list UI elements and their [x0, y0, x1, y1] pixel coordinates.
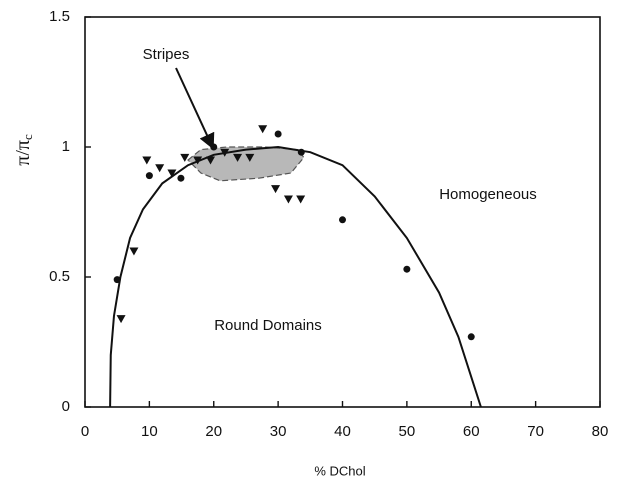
point-triangle: [116, 315, 126, 324]
point-circle: [145, 172, 153, 180]
point-triangle: [129, 247, 139, 256]
point-triangle: [167, 169, 177, 178]
annotation-arrow: [175, 67, 215, 150]
x-tick-label: 60: [463, 423, 480, 440]
x-tick-label: 40: [334, 423, 351, 440]
y-tick-label: 1.5: [49, 8, 70, 25]
point-triangle: [245, 153, 255, 162]
point-triangle: [296, 195, 306, 204]
y-tick-label: 1: [62, 138, 70, 155]
annotation: Round Domains: [214, 317, 322, 334]
x-axis-label: % DChol: [314, 463, 365, 478]
point-triangle: [155, 164, 165, 173]
annotation: Homogeneous: [439, 186, 537, 203]
x-tick-label: 30: [270, 423, 287, 440]
point-circle: [339, 216, 346, 224]
point-circle: [177, 174, 185, 182]
point-circle: [274, 130, 282, 138]
point-triangle: [283, 195, 293, 204]
point-triangle: [271, 185, 281, 194]
x-tick-label: 50: [399, 423, 416, 440]
y-tick-label: 0.5: [49, 268, 70, 285]
phase-boundary: [109, 145, 482, 408]
point-triangle: [180, 153, 190, 162]
y-axis-label-main: π/π: [12, 140, 34, 166]
point-circle: [467, 333, 475, 341]
point-triangle: [258, 125, 268, 134]
x-tick-label: 20: [205, 423, 222, 440]
x-tick-label: 0: [81, 423, 89, 440]
point-circle: [403, 265, 411, 273]
y-tick-label: 0: [62, 398, 70, 415]
point-triangle: [142, 156, 152, 165]
y-axis-label: π/πc: [12, 134, 35, 166]
plot-frame: [84, 16, 601, 408]
x-tick-label: 70: [527, 423, 544, 440]
point-triangle: [206, 156, 216, 165]
stripes-region: [187, 146, 305, 182]
annotation: Stripes: [143, 46, 190, 63]
x-tick-label: 10: [141, 423, 158, 440]
x-tick-label: 80: [592, 423, 609, 440]
point-triangle: [233, 153, 243, 162]
y-axis-label-sub: c: [20, 134, 35, 140]
